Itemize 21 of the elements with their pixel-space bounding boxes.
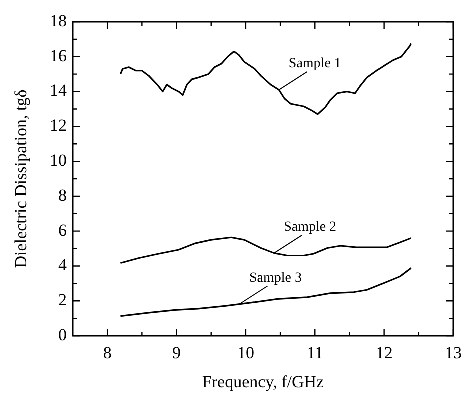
x-tick-label: 10 <box>237 344 254 363</box>
annotation: Sample 1 <box>288 56 342 72</box>
y-tick-label: 4 <box>58 256 68 275</box>
y-tick-label: 2 <box>58 290 67 310</box>
y-tick-label: 18 <box>50 11 67 30</box>
y-axis-title: Dielectric Dissipation, tgδ <box>11 90 30 268</box>
x-tick-label: 9 <box>172 344 182 363</box>
x-axis-title: Frequency, f/GHz <box>202 372 325 392</box>
y-tick-label: 8 <box>58 186 67 205</box>
y-tick-label: 12 <box>50 116 67 136</box>
x-tick-label: 11 <box>306 344 324 363</box>
annotation: Sample 3 <box>249 270 302 286</box>
y-tick-label: 14 <box>50 81 68 100</box>
y-tick-label: 10 <box>50 151 67 170</box>
y-tick-label: 16 <box>50 46 67 66</box>
x-tick-label: 8 <box>103 344 112 363</box>
y-tick-label: 6 <box>58 220 67 240</box>
x-tick-label: 13 <box>445 344 462 363</box>
annotation: Sample 2 <box>284 220 337 235</box>
x-tick-label: 12 <box>376 344 393 363</box>
y-tick-label: 0 <box>58 325 67 344</box>
